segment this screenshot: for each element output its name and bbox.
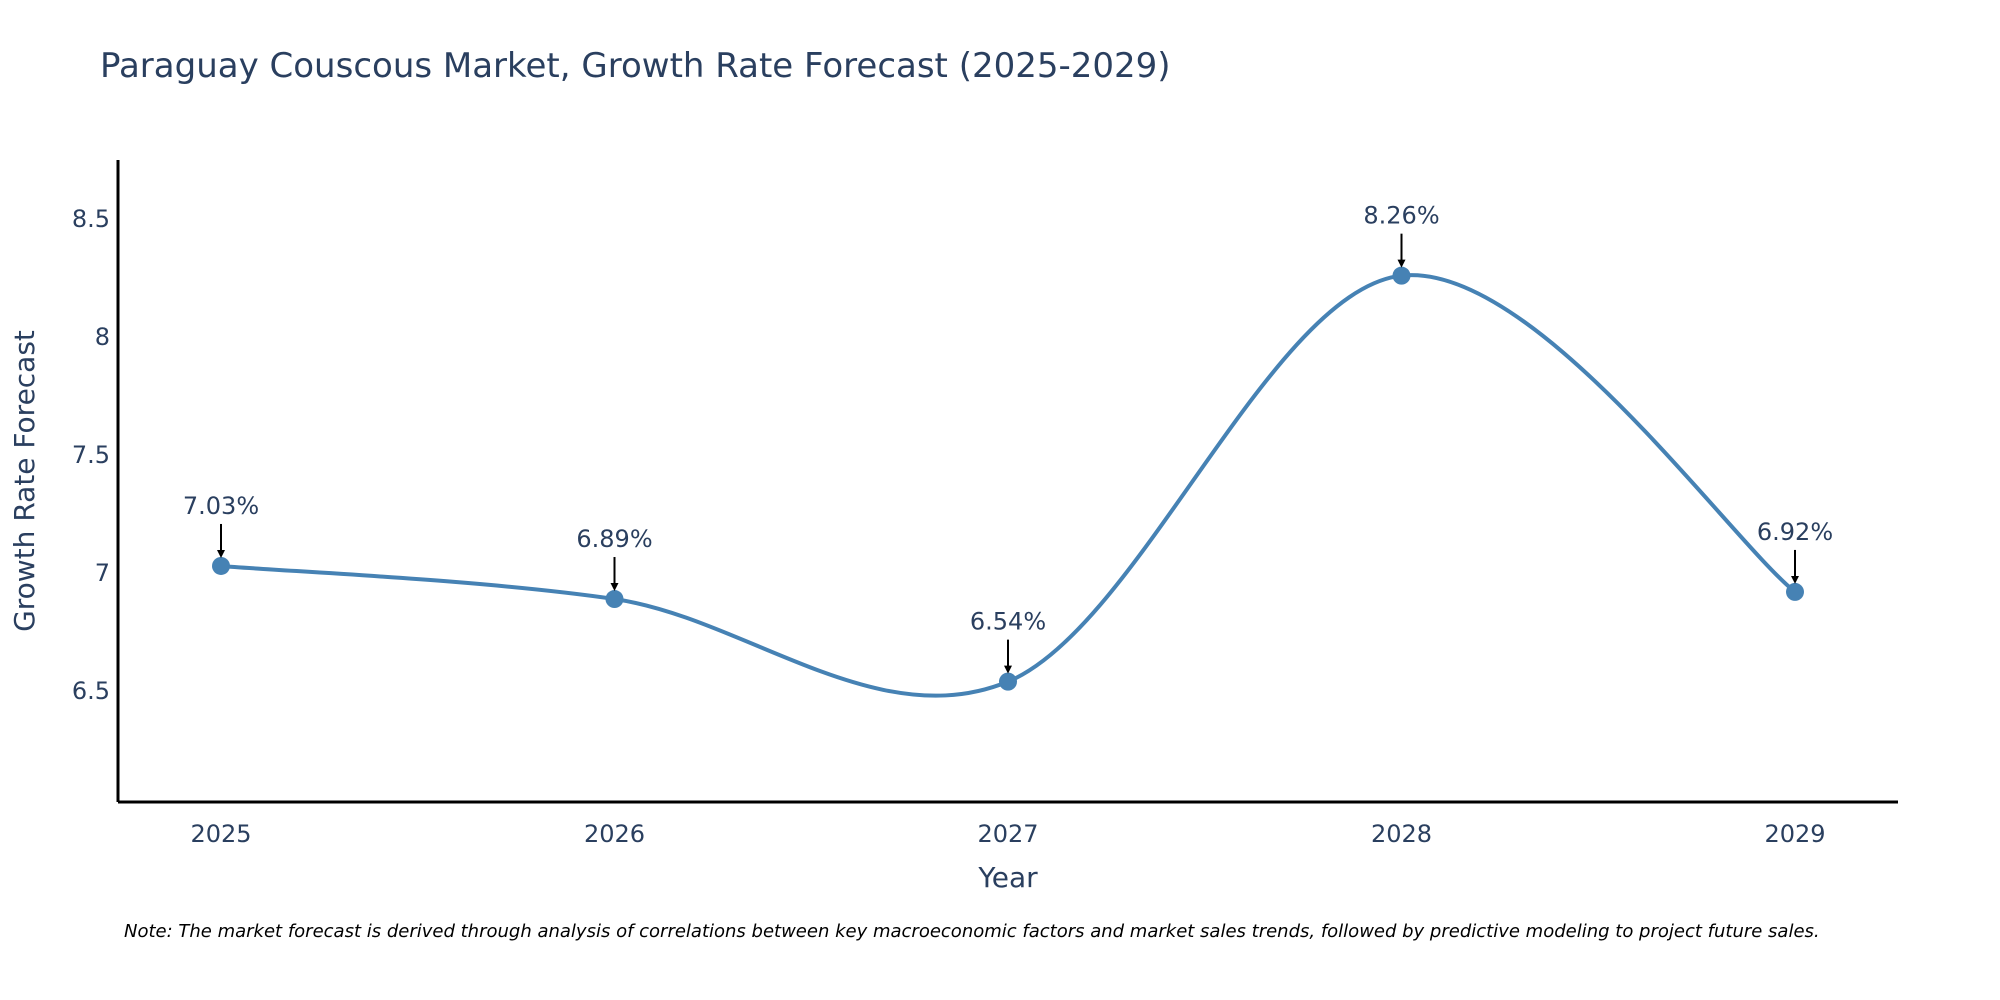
footnote: Note: The market forecast is derived thr…: [124, 921, 1820, 942]
data-point[interactable]: [999, 672, 1017, 691]
data-label: 8.26%: [1363, 202, 1439, 230]
data-point[interactable]: [605, 590, 624, 609]
y-tick-label: 7: [95, 559, 110, 587]
y-tick-label: 7.5: [72, 441, 110, 469]
data-label: 6.92%: [1757, 518, 1833, 546]
y-tick-label: 8: [95, 323, 110, 351]
x-tick-label: 2029: [1764, 820, 1825, 848]
x-tick-label: 2026: [584, 820, 645, 848]
data-label: 6.89%: [576, 525, 652, 553]
data-point[interactable]: [1392, 266, 1411, 285]
data-label: 6.54%: [970, 608, 1046, 636]
data-point[interactable]: [212, 556, 230, 575]
series-line: [220, 273, 1797, 698]
x-axis-title: Year: [977, 861, 1038, 894]
chart-title: Paraguay Couscous Market, Growth Rate Fo…: [100, 46, 1171, 86]
y-tick-label: 6.5: [72, 677, 110, 705]
x-tick-label: 2025: [190, 820, 251, 848]
data-label: 7.03%: [183, 492, 259, 520]
x-tick-label: 2027: [977, 820, 1038, 848]
x-tick-label: 2028: [1371, 820, 1432, 848]
y-axis-title: Growth Rate Forecast: [8, 330, 41, 632]
data-point[interactable]: [1786, 582, 1804, 601]
y-tick-label: 8.5: [72, 205, 110, 233]
